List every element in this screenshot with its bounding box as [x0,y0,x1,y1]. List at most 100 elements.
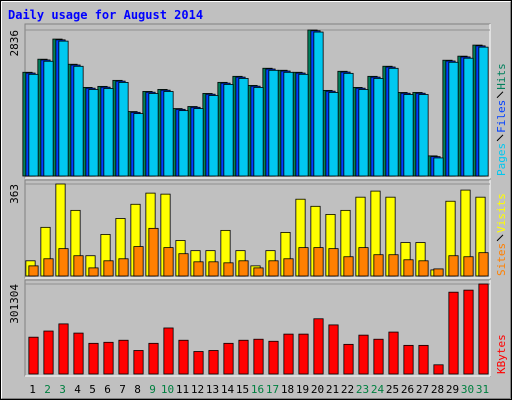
bar [43,60,54,177]
bar [358,247,369,277]
bar [268,260,279,277]
x-tick-label: 28 [431,383,444,396]
bar [223,342,234,375]
bar [283,333,294,375]
bar [403,259,414,277]
bar [163,247,174,277]
x-tick-label: 9 [149,383,156,396]
legend-separator [496,234,504,242]
bar [478,283,489,375]
bar [313,31,324,177]
bar [328,92,339,177]
bar [133,350,144,375]
bar [148,342,159,375]
bar [178,253,189,277]
x-tick-label: 27 [416,383,429,396]
bar [433,268,444,277]
legend-label: Pages [495,143,508,176]
bar [448,291,459,375]
bar [88,342,99,375]
bar [103,341,114,375]
bar [433,364,444,375]
bar [103,260,114,277]
bar [133,246,144,277]
x-tick-label: 8 [134,383,141,396]
bar [463,289,474,375]
bar [343,72,354,177]
x-tick-label: 23 [356,383,369,396]
bar [328,248,339,277]
bar [418,94,429,177]
bar [208,350,219,375]
x-tick-label: 26 [401,383,414,396]
legend-label: Visits [495,193,508,233]
bar [478,252,489,277]
bar [388,254,399,277]
bar [193,261,204,277]
x-tick-label: 11 [176,383,189,396]
bar [313,247,324,277]
bar [118,82,129,177]
x-tick-label: 17 [266,383,279,396]
x-tick-label: 10 [161,383,174,396]
bar [298,73,309,177]
bar [208,95,219,177]
x-tick-label: 13 [206,383,219,396]
bar [73,255,84,277]
x-tick-label: 20 [311,383,324,396]
x-tick-label: 3 [59,383,66,396]
bar [178,110,189,177]
x-tick-label: 14 [221,383,235,396]
bar [58,323,69,375]
x-tick-label: 31 [476,383,489,396]
y-tick-label: 2836 [8,30,21,57]
x-tick-label: 15 [236,383,249,396]
x-tick-label: 25 [386,383,399,396]
bar [28,336,39,375]
bar [418,260,429,277]
legend-label: Sites [495,243,508,276]
bar [88,89,99,177]
bar [208,261,219,277]
bar [388,331,399,375]
x-tick-label: 5 [89,383,96,396]
legend-separator [496,91,504,99]
bar [283,71,294,177]
bar [358,89,369,177]
bar [313,318,324,375]
bar [328,324,339,375]
bar [178,339,189,375]
bar [118,339,129,375]
bar [358,334,369,375]
x-tick-label: 16 [251,383,264,396]
x-tick-label: 6 [104,383,111,396]
legend-label: Hits [495,63,508,90]
bar [88,267,99,277]
bar [223,84,234,177]
bar [163,327,174,375]
x-tick-label: 19 [296,383,309,396]
x-tick-label: 12 [191,383,204,396]
x-tick-label: 1 [29,383,36,396]
bar [238,260,249,277]
bar [448,255,459,277]
bar [298,333,309,375]
bar [418,344,429,375]
bar [373,77,384,177]
bar [403,344,414,375]
bar [73,332,84,375]
bar [238,339,249,375]
bar [238,77,249,177]
bar [193,108,204,177]
bar [343,256,354,277]
x-tick-label: 18 [281,383,294,396]
bar [73,65,84,177]
bar [163,91,174,177]
bar [463,57,474,177]
x-tick-label: 4 [74,383,81,396]
legend-separator [496,134,504,142]
bar [268,340,279,375]
legend-label: KBytes [495,334,508,374]
y-tick-label: 363 [8,184,21,204]
bar [433,157,444,177]
